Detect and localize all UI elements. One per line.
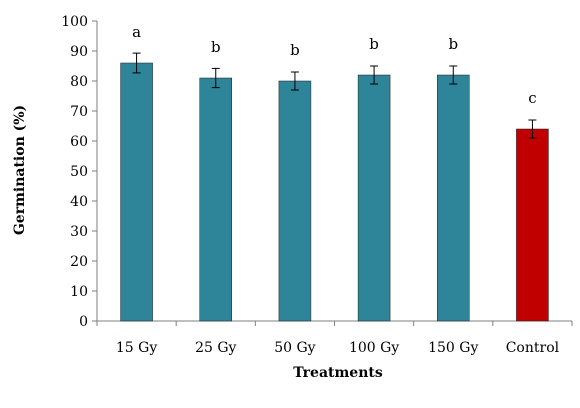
error-bar	[211, 67, 220, 89]
bar-25-gy	[199, 77, 232, 322]
axes	[96, 21, 573, 326]
x-tick-label: 150 Gy	[428, 340, 478, 356]
bar-100-gy	[357, 74, 391, 322]
x-tick-label: Control	[506, 340, 560, 356]
y-tick-label: 20	[70, 254, 88, 270]
significance-letter: b	[211, 38, 221, 56]
y-tick-label: 30	[70, 224, 88, 240]
y-tick-label: 10	[70, 284, 88, 300]
significance-letter: b	[448, 35, 458, 53]
y-axis-label: Germination (%)	[12, 105, 28, 235]
error-bar	[528, 119, 537, 139]
bars	[120, 62, 549, 322]
y-tick-label: 90	[70, 44, 88, 60]
error-bar	[370, 65, 379, 85]
x-axis-label: Treatments	[293, 365, 383, 381]
significance-letter: b	[290, 41, 300, 59]
significance-letters: a b b b b c	[132, 23, 537, 107]
significance-letter: a	[132, 23, 141, 41]
y-tick-labels: 0 10 20 30 40 50 60 70 80 90 100	[61, 14, 97, 330]
error-bar	[449, 65, 458, 85]
x-tick-label: 100 Gy	[349, 340, 399, 356]
y-tick-label: 0	[79, 314, 88, 330]
y-tick-label: 50	[70, 164, 88, 180]
bar-150-gy	[437, 74, 470, 322]
y-tick-label: 100	[61, 14, 88, 30]
error-bar	[132, 52, 141, 74]
y-tick-label: 70	[70, 104, 88, 120]
bar-control	[516, 128, 549, 322]
y-tick-label: 60	[70, 134, 88, 150]
x-tick-labels: 15 Gy 25 Gy 50 Gy 100 Gy 150 Gy Control	[116, 340, 560, 356]
y-tick-label: 80	[70, 74, 88, 90]
error-bar	[290, 71, 299, 91]
significance-letter: b	[369, 35, 379, 53]
x-tick-label: 25 Gy	[195, 340, 236, 356]
significance-letter: c	[528, 89, 536, 107]
x-tick-label: 15 Gy	[116, 340, 157, 356]
error-bars	[132, 52, 537, 139]
y-tick-label: 40	[70, 194, 88, 210]
bar-15-gy	[120, 62, 153, 322]
x-tick-label: 50 Gy	[274, 340, 315, 356]
bar-50-gy	[278, 80, 312, 322]
